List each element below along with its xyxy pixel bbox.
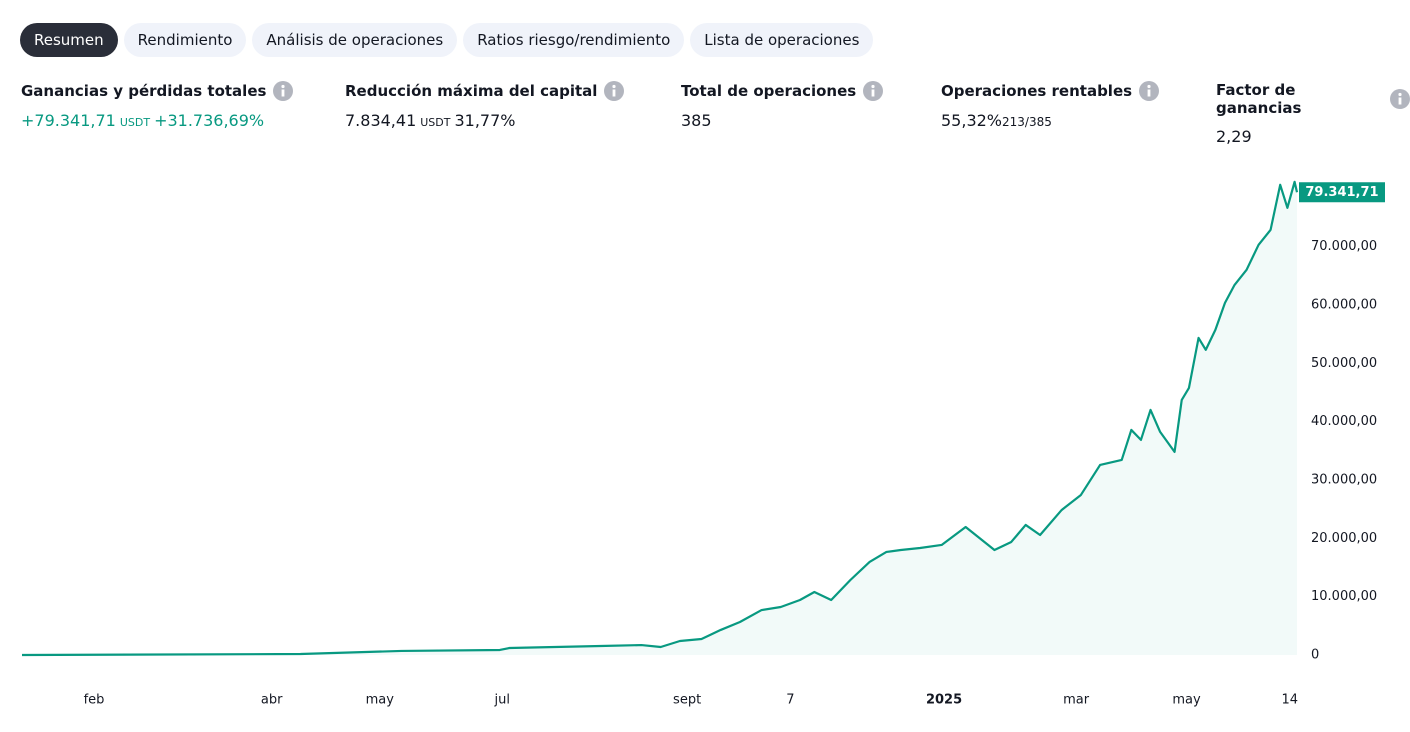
equity-line [21,180,1299,657]
stat: Reducción máxima del capital 7.834,41 USDT… [345,81,625,130]
stat-value-row: 2,29 [1216,127,1410,146]
info-icon[interactable] [604,81,625,101]
stat-label-row: Factor de ganancias [1216,81,1410,117]
info-icon[interactable] [1139,81,1160,101]
info-icon[interactable] [863,81,884,101]
info-icon[interactable] [1390,89,1410,109]
stat: Total de operaciones 385 [681,81,884,130]
stat: Factor de ganancias 2,29 [1216,81,1410,146]
stat-value-row: 7.834,41 USDT 31,77% [345,111,624,130]
tab[interactable]: Ratios riesgo/rendimiento [463,23,685,57]
stat-label-row: Operaciones rentables [941,81,1160,101]
stat-unit: USDT [420,116,451,129]
stat-label: Ganancias y pérdidas totales [21,82,267,100]
x-tick-label: may [1172,693,1201,708]
y-tick-label: 60.000,00 [1311,298,1377,313]
tab-bar: Resumen Rendimiento Análisis de operacione… [20,23,874,57]
x-tick-label: mar [1063,693,1090,708]
stat-small: 213/385 [1002,115,1052,129]
last-value-label: 79.341,71 [1305,185,1378,200]
stat-extra: 31,77% [454,111,516,130]
stat: Ganancias y pérdidas totales +79.341,71 US… [21,81,294,130]
tab[interactable]: Rendimiento [123,23,247,57]
stat-value: 7.834,41 [345,111,417,130]
stat-label: Reducción máxima del capital [345,82,598,100]
chart: 0 10.000,00 20.000,00 30.000,00 40.000,00 50.… [21,180,1385,708]
y-tick-label: 0 [1311,648,1319,663]
y-tick-label: 70.000,00 [1311,239,1377,254]
x-tick-label: jul [493,693,509,708]
stat: Operaciones rentables 55,32%213/385 [941,81,1160,130]
stat-value-row: +79.341,71 USDT +31.736,69% [21,111,293,130]
y-tick-label: 50.000,00 [1311,356,1377,371]
stat-value: 2,29 [1216,127,1252,146]
x-tick-label: abr [261,693,283,708]
stat-label: Factor de ganancias [1216,81,1302,117]
x-tick-label: 7 [786,693,794,708]
x-tick-label: sept [673,693,701,708]
stat-value: 385 [681,111,712,130]
stat-label: Total de operaciones [681,82,857,100]
stat-value: +79.341,71 [21,111,116,130]
stat-unit: USDT [119,116,151,129]
stat-value-row: 385 [681,111,883,130]
stat-label-row: Reducción máxima del capital [345,81,625,101]
info-icon[interactable] [273,81,294,101]
stat-label-row: Ganancias y pérdidas totales [21,81,294,101]
x-tick-label: feb [84,693,105,708]
stat-extra: +31.736,69% [154,111,265,130]
stat-value-row: 55,32%213/385 [941,111,1159,130]
x-tick-label: 14 [1282,693,1299,708]
stat-label: Operaciones rentables [941,82,1133,100]
area-fill [22,181,1297,655]
y-tick-label: 10.000,00 [1311,589,1377,604]
tab[interactable]: Análisis de operaciones [252,23,458,57]
tab[interactable]: Lista de operaciones [690,23,874,57]
y-tick-label: 30.000,00 [1311,473,1377,488]
last-value-box [1299,182,1385,203]
y-tick-label: 20.000,00 [1311,531,1377,546]
x-tick-label: 2025 [926,693,962,708]
tab[interactable]: Resumen [20,23,118,57]
y-tick-label: 40.000,00 [1311,414,1377,429]
stat-label-row: Total de operaciones [681,81,884,101]
stat-value: 55,32% [941,111,1003,130]
x-tick-label: may [366,693,395,708]
